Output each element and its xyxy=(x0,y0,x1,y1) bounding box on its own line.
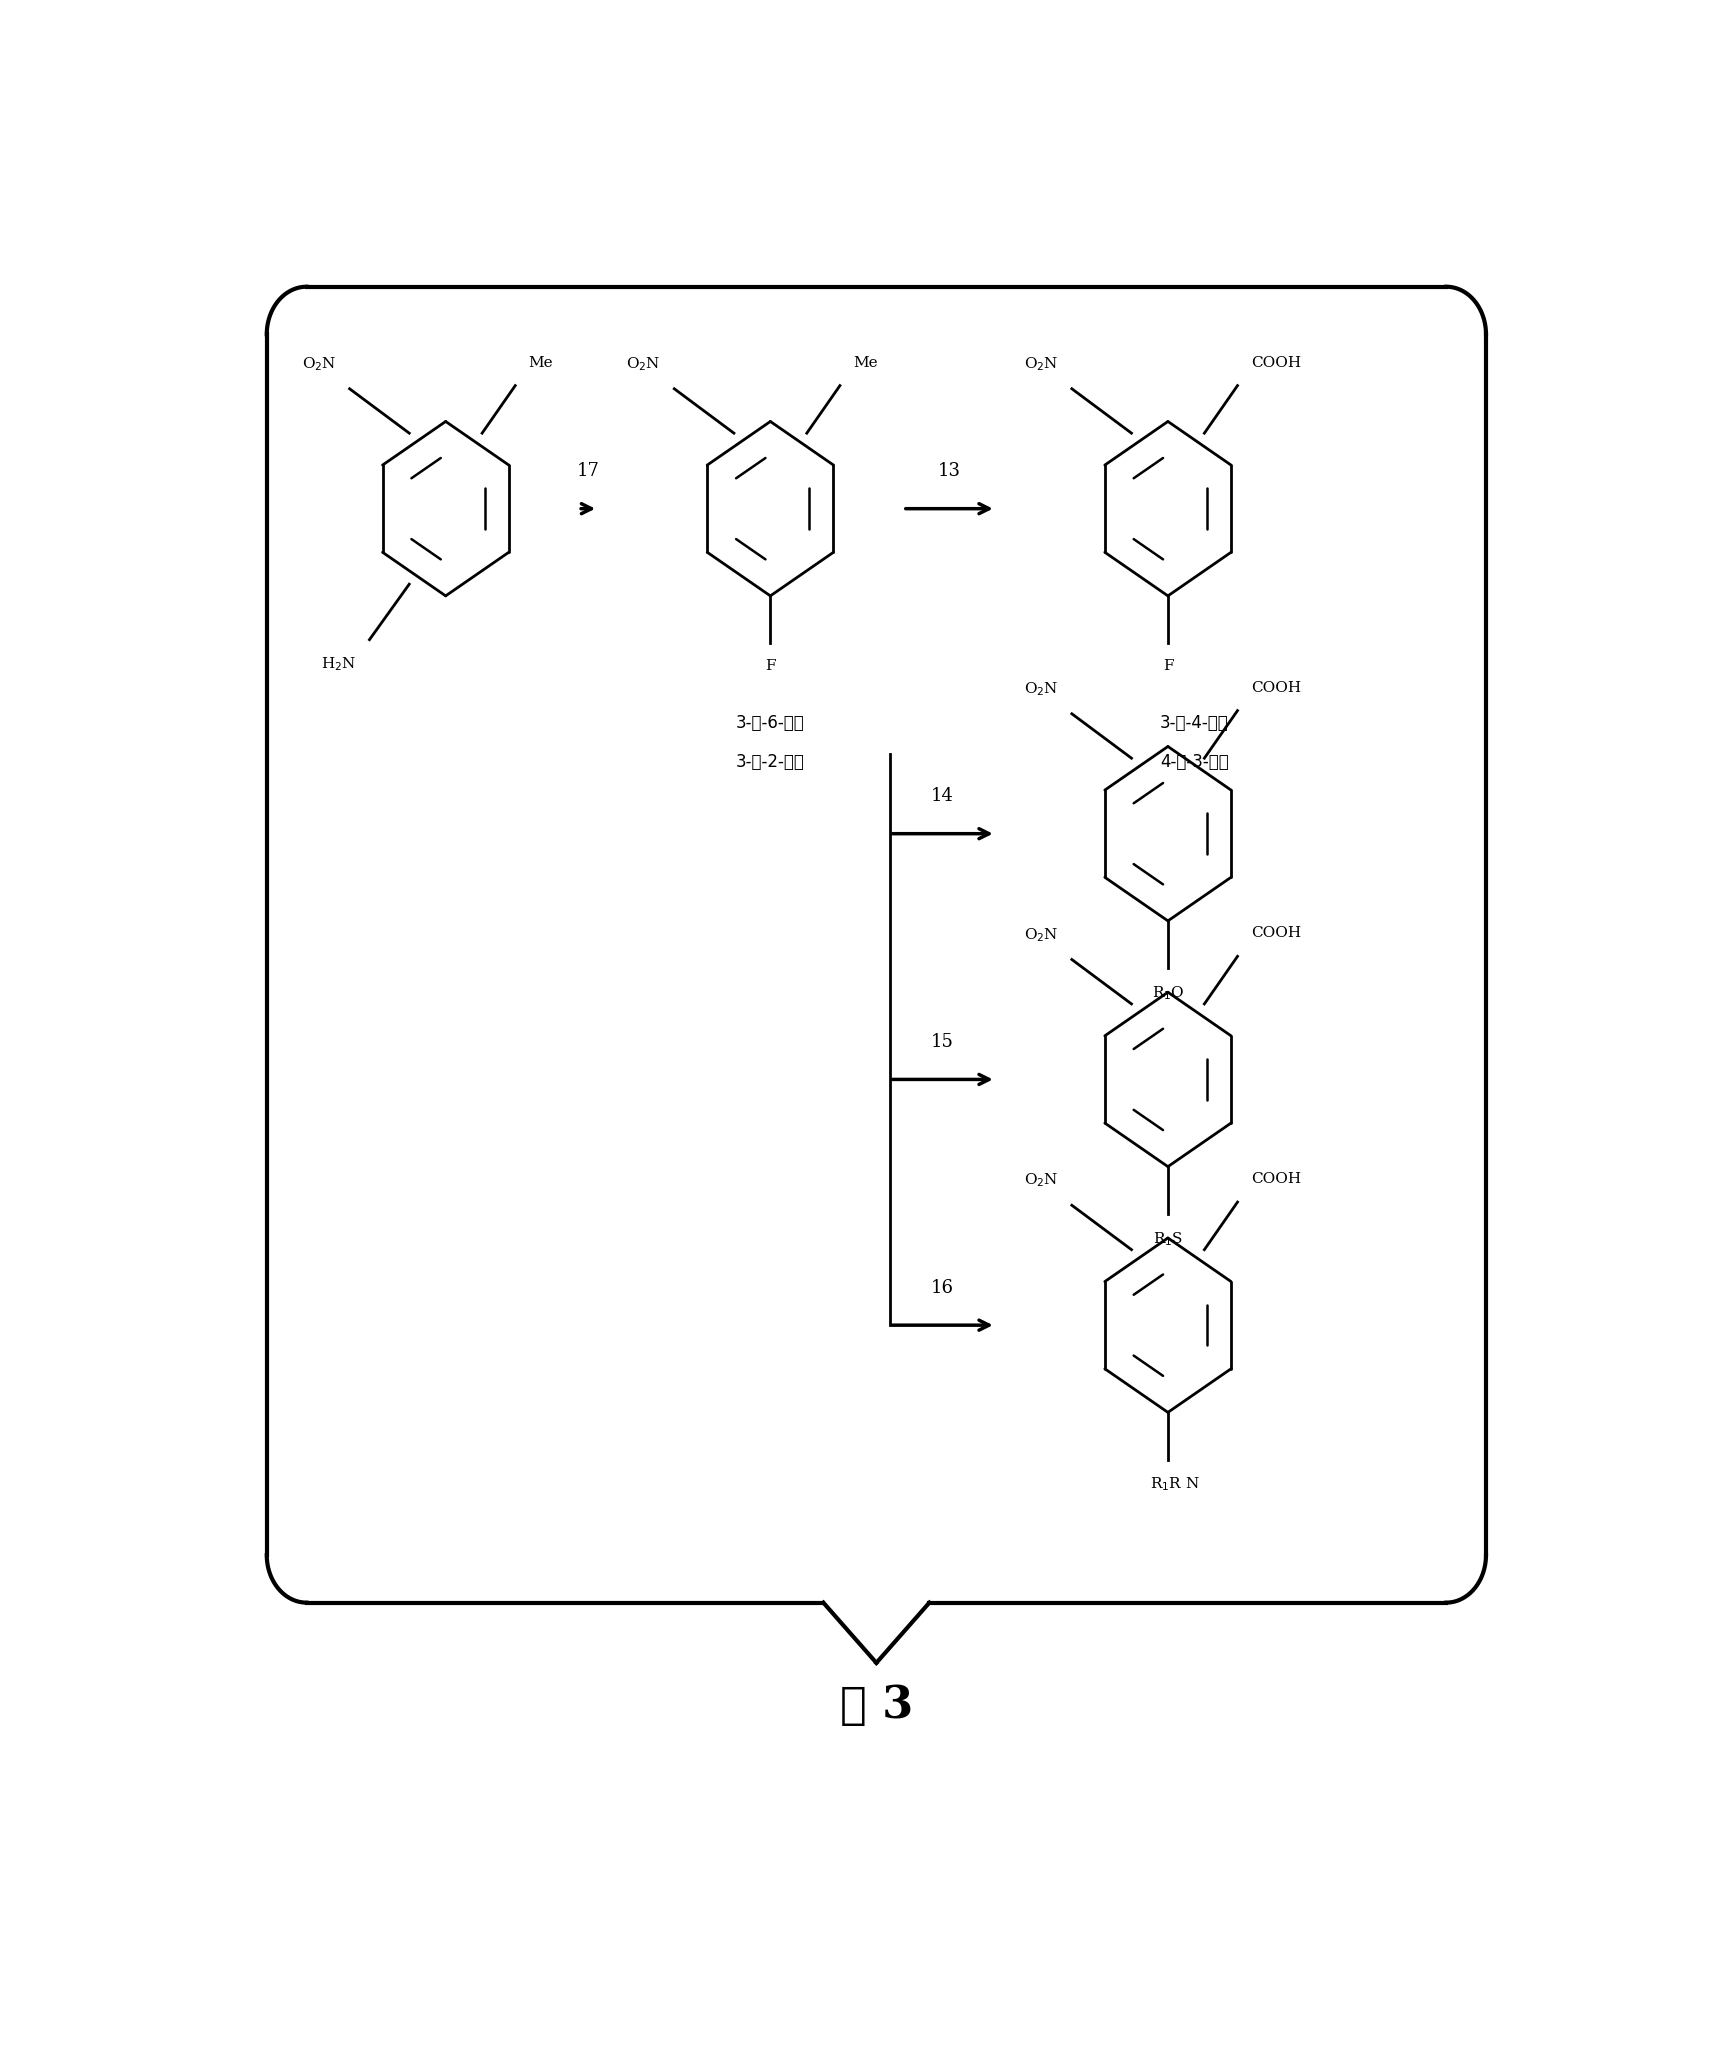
Text: O$_2$N: O$_2$N xyxy=(1024,927,1058,943)
Text: COOH: COOH xyxy=(1250,682,1301,694)
Text: 4-氟-3-羧基: 4-氟-3-羧基 xyxy=(1159,754,1229,772)
Text: 16: 16 xyxy=(932,1279,954,1297)
Text: F: F xyxy=(764,659,776,673)
Text: 3-氟-2-甲基: 3-氟-2-甲基 xyxy=(735,754,805,772)
Text: 图 3: 图 3 xyxy=(840,1684,913,1728)
Text: COOH: COOH xyxy=(1250,927,1301,941)
Text: 17: 17 xyxy=(576,461,600,480)
Text: 14: 14 xyxy=(932,787,954,805)
Text: O$_2$N: O$_2$N xyxy=(1024,679,1058,698)
Text: O$_2$N: O$_2$N xyxy=(1024,1172,1058,1190)
Text: 3-氟-6-甲基: 3-氟-6-甲基 xyxy=(735,714,805,731)
Text: R$_1$O: R$_1$O xyxy=(1151,984,1185,1003)
Text: O$_2$N: O$_2$N xyxy=(301,356,337,373)
Text: Me: Me xyxy=(853,356,877,371)
Text: COOH: COOH xyxy=(1250,356,1301,371)
Text: R$_1$R N: R$_1$R N xyxy=(1149,1476,1199,1493)
Text: 13: 13 xyxy=(937,461,961,480)
Text: 3-氟-4-羧基: 3-氟-4-羧基 xyxy=(1159,714,1229,731)
Text: Me: Me xyxy=(528,356,552,371)
Text: O$_2$N: O$_2$N xyxy=(1024,356,1058,373)
Text: O$_2$N: O$_2$N xyxy=(626,356,662,373)
Text: F: F xyxy=(1163,659,1173,673)
Text: COOH: COOH xyxy=(1250,1172,1301,1186)
Text: R$_1$S: R$_1$S xyxy=(1153,1229,1183,1248)
Text: H$_2$N: H$_2$N xyxy=(321,655,356,673)
Text: 15: 15 xyxy=(932,1034,954,1050)
